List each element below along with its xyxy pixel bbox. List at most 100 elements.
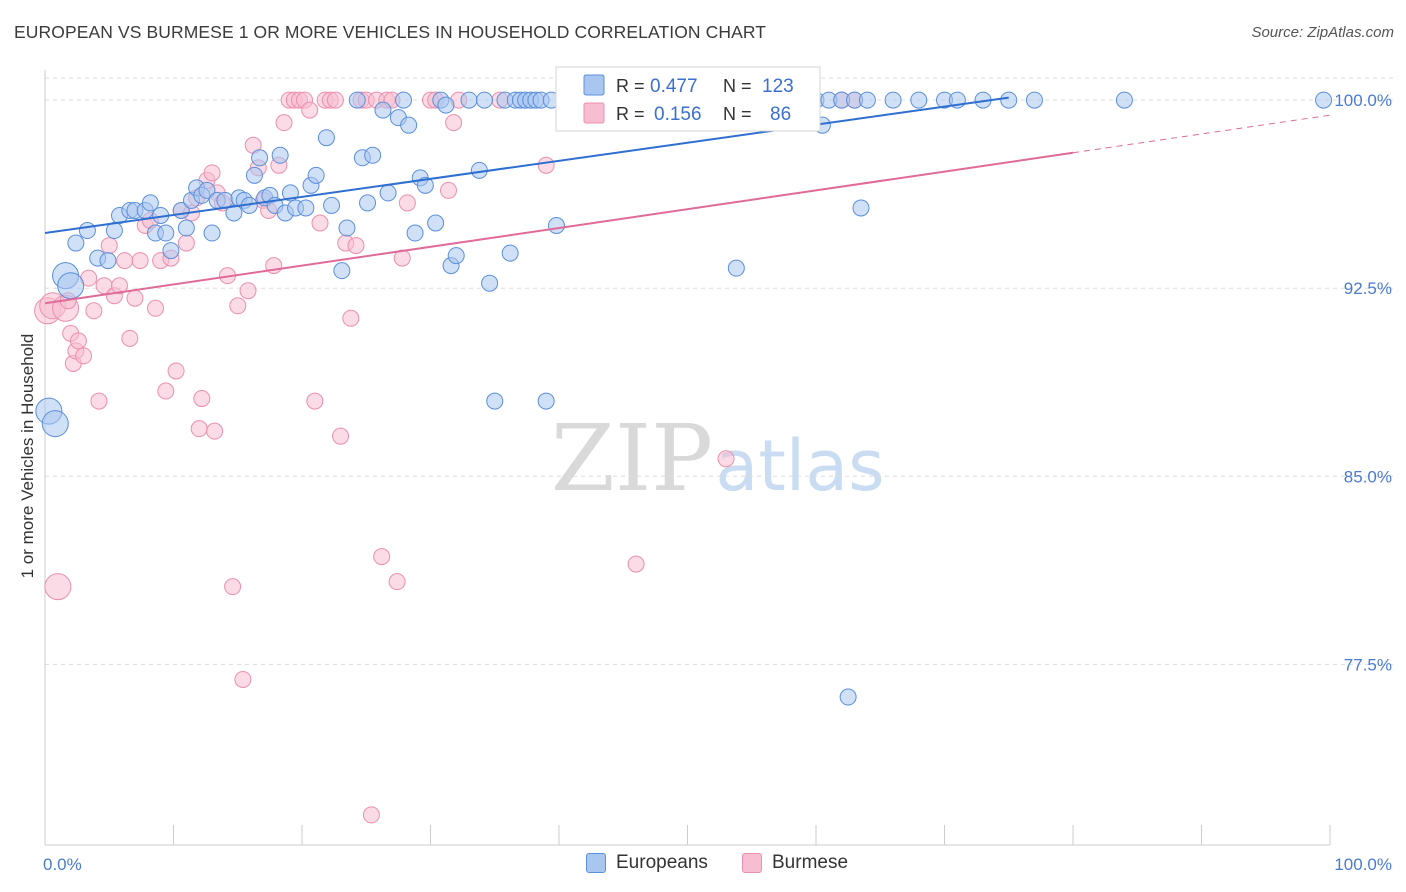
europeans-point xyxy=(537,392,555,410)
burmese-point xyxy=(69,332,87,350)
burmese-point xyxy=(229,297,247,315)
europeans-point xyxy=(379,184,397,202)
legend-europeans-n-value: 123 xyxy=(762,76,794,97)
y-tick-label: 92.5% xyxy=(1344,279,1392,298)
europeans-point xyxy=(203,224,221,242)
europeans-point xyxy=(198,181,216,199)
bottom-legend: Europeans Burmese xyxy=(0,852,1406,878)
europeans-point xyxy=(727,259,745,277)
burmese-point xyxy=(717,450,735,468)
europeans-point xyxy=(547,217,565,235)
europeans-point xyxy=(427,214,445,232)
legend-swatch-europeans xyxy=(583,74,605,96)
europeans-point xyxy=(41,410,69,438)
europeans-point xyxy=(486,392,504,410)
europeans-point xyxy=(1115,91,1133,109)
burmese-point xyxy=(44,573,72,601)
burmese-trend-extension xyxy=(1072,114,1331,154)
europeans-swatch xyxy=(586,853,606,873)
europeans-point xyxy=(437,96,455,114)
europeans-point xyxy=(271,146,289,164)
europeans-point xyxy=(225,204,243,222)
burmese-point xyxy=(126,289,144,307)
europeans-point xyxy=(460,91,478,109)
burmese-point xyxy=(342,309,360,327)
legend-burmese-r-value: 0.156 xyxy=(654,104,702,125)
y-tick-label: 85.0% xyxy=(1344,467,1392,486)
trend-lines xyxy=(44,96,1331,305)
europeans-point xyxy=(1025,91,1043,109)
europeans-point xyxy=(1000,91,1018,109)
burmese-point xyxy=(121,329,139,347)
burmese-point xyxy=(75,347,93,365)
burmese-point xyxy=(627,555,645,573)
europeans-point xyxy=(884,91,902,109)
legend-burmese-r-label: R = xyxy=(616,104,645,124)
burmese-point xyxy=(234,670,252,688)
watermark: ZIP atlas xyxy=(551,405,885,512)
europeans-point xyxy=(374,101,392,119)
x-tick-label: 100.0% xyxy=(1334,855,1392,874)
europeans-point xyxy=(858,91,876,109)
burmese-point xyxy=(362,806,380,824)
europeans-point xyxy=(839,688,857,706)
europeans-point xyxy=(157,224,175,242)
burmese-point xyxy=(445,114,463,132)
legend-box: R = 0.477 N = 123 R = 0.156 N = 86 xyxy=(555,66,821,132)
europeans-point xyxy=(251,149,269,167)
legend-burmese-n-value: 86 xyxy=(770,104,791,125)
europeans-point xyxy=(99,252,117,270)
burmese-trend-line xyxy=(44,151,1074,305)
tick-labels: 77.5% 85.0% 92.5% 100.0% 0.0% 100.0% xyxy=(43,91,1392,874)
burmese-point xyxy=(306,392,324,410)
europeans-point xyxy=(475,91,493,109)
europeans-point xyxy=(359,194,377,212)
burmese-point xyxy=(193,390,211,408)
europeans-point xyxy=(1315,91,1333,109)
burmese-point xyxy=(203,164,221,182)
europeans-trend-line xyxy=(44,96,1009,235)
europeans-point xyxy=(323,196,341,214)
europeans-point xyxy=(57,272,85,300)
europeans-points xyxy=(35,91,1333,706)
burmese-point xyxy=(347,237,365,255)
europeans-point xyxy=(395,91,413,109)
burmese-point xyxy=(131,252,149,270)
y-tick-label: 100.0% xyxy=(1334,91,1392,110)
europeans-point xyxy=(177,219,195,237)
burmese-point xyxy=(90,392,108,410)
europeans-point xyxy=(364,146,382,164)
burmese-label: Burmese xyxy=(772,852,849,873)
legend-item-burmese[interactable]: Burmese xyxy=(742,852,848,874)
burmese-point xyxy=(275,114,293,132)
watermark-zip: ZIP xyxy=(551,405,713,512)
europeans-point xyxy=(245,166,263,184)
axes xyxy=(44,70,1331,846)
burmese-point xyxy=(373,548,391,566)
europeans-label: Europeans xyxy=(616,852,708,873)
legend-swatch-burmese xyxy=(583,102,605,124)
source-label: Source: ZipAtlas.com xyxy=(1251,24,1394,41)
burmese-point xyxy=(206,422,224,440)
burmese-point xyxy=(100,237,118,255)
burmese-point xyxy=(332,427,350,445)
europeans-point xyxy=(67,234,85,252)
watermark-atlas: atlas xyxy=(715,425,884,507)
legend-europeans-n-label: N = xyxy=(723,76,752,96)
burmese-point xyxy=(239,282,257,300)
europeans-point xyxy=(141,194,159,212)
burmese-point xyxy=(177,234,195,252)
europeans-point xyxy=(297,199,315,217)
burmese-point xyxy=(537,156,555,174)
legend-item-europeans[interactable]: Europeans xyxy=(586,852,708,874)
europeans-point xyxy=(501,244,519,262)
europeans-point xyxy=(406,224,424,242)
legend-europeans-r-label: R = xyxy=(616,76,645,96)
burmese-point xyxy=(190,420,208,438)
europeans-point xyxy=(317,129,335,147)
europeans-point xyxy=(910,91,928,109)
burmese-point xyxy=(439,181,457,199)
burmese-swatch xyxy=(742,853,762,873)
burmese-point xyxy=(111,277,129,295)
